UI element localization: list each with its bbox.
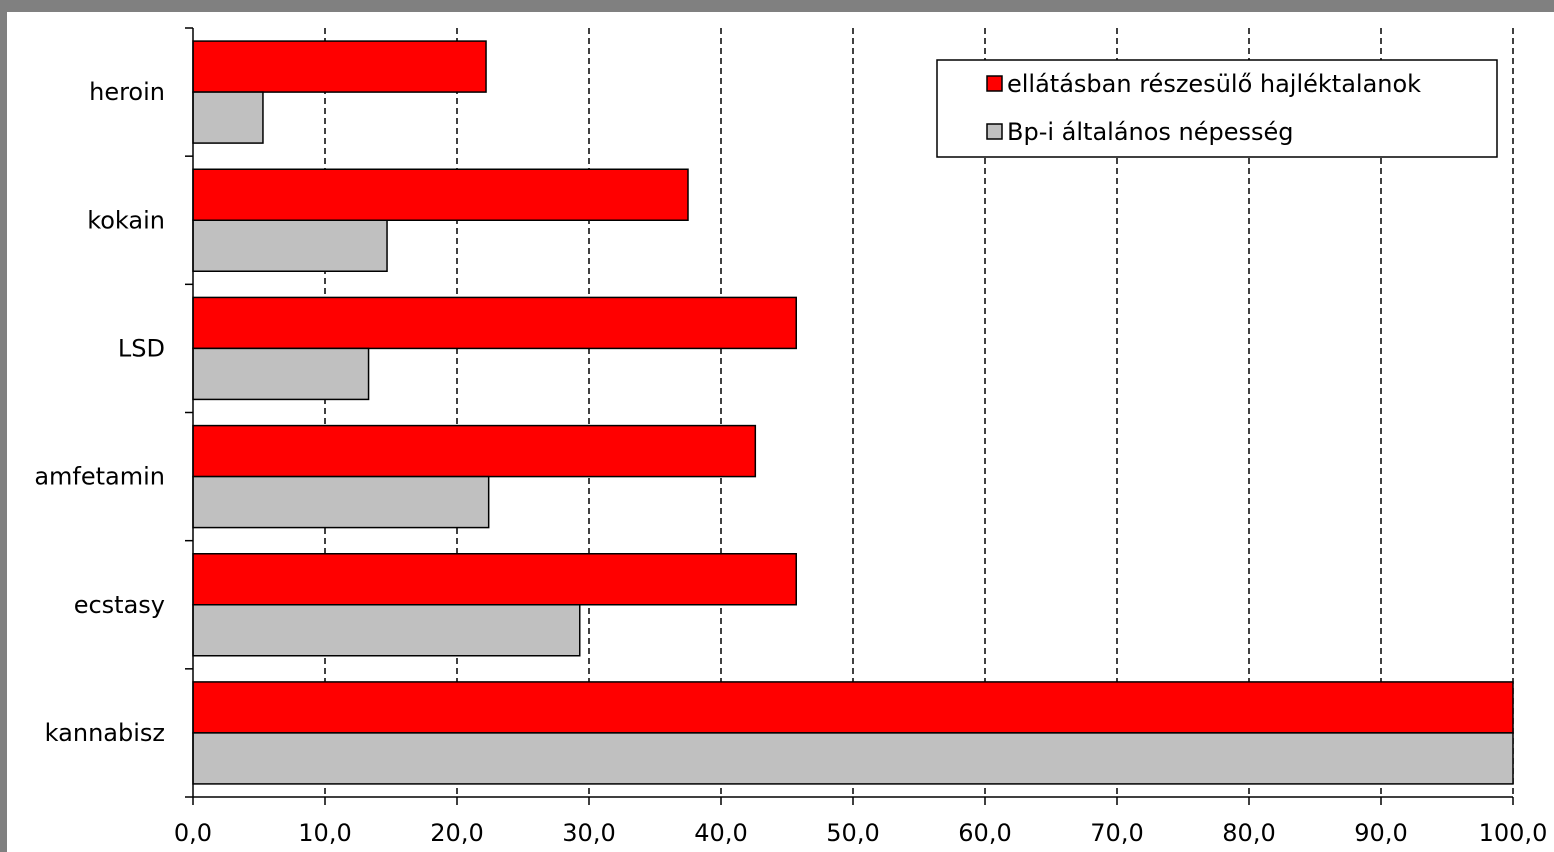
x-tick-label: 90,0 <box>1354 819 1407 847</box>
legend-swatch-0 <box>986 75 1003 92</box>
x-tick-label: 20,0 <box>430 819 483 847</box>
x-tick-label: 30,0 <box>562 819 615 847</box>
x-tick-labels: 0,0 10,0 20,0 30,0 40,0 50,0 60,0 70,0 80,0 90,0 1… <box>174 819 1547 847</box>
x-tick-label: 40,0 <box>694 819 747 847</box>
x-tick-label: 80,0 <box>1222 819 1275 847</box>
bar-general-LSD <box>192 347 370 401</box>
category-labels: heroin kokain LSD amfetamin ecstasy kannabisz <box>34 78 165 747</box>
category-label-amfetamin: amfetamin <box>34 463 165 491</box>
bar-general-kokain <box>192 219 388 272</box>
x-tick-label: 50,0 <box>826 819 879 847</box>
bar-homeless-kokain <box>192 168 689 221</box>
gridlines <box>324 28 1514 797</box>
x-tick-label: 0,0 <box>174 819 212 847</box>
bar-general-amfetamin <box>192 475 490 529</box>
x-tick-label: 100,0 <box>1479 819 1548 847</box>
category-label-kannabisz: kannabisz <box>45 719 165 747</box>
bar-general-heroin <box>192 91 264 144</box>
bar-general-ecstasy <box>192 604 581 657</box>
bar-homeless-heroin <box>192 40 487 93</box>
bar-general-kannabisz <box>192 732 1514 785</box>
bar-chart: heroin kokain LSD amfetamin ecstasy kannabisz… <box>34 27 1547 847</box>
legend: ellátásban részesülő hajléktalanok Bp-i á… <box>936 59 1498 158</box>
x-tick-label: 70,0 <box>1090 819 1143 847</box>
legend-label-1: Bp-i általános népesség <box>1007 118 1294 146</box>
bar-homeless-amfetamin <box>192 424 757 478</box>
bar-homeless-ecstasy <box>192 553 797 606</box>
bar-homeless-kannabisz <box>192 681 1514 734</box>
x-tick-label: 60,0 <box>958 819 1011 847</box>
category-label-ecstasy: ecstasy <box>74 591 165 619</box>
bar-homeless-LSD <box>192 296 797 350</box>
legend-label-0: ellátásban részesülő hajléktalanok <box>1007 70 1421 98</box>
axes <box>185 27 1514 805</box>
legend-box <box>936 59 1498 158</box>
category-label-heroin: heroin <box>89 78 165 106</box>
category-label-kokain: kokain <box>87 206 165 234</box>
category-label-LSD: LSD <box>118 334 165 362</box>
legend-swatch-1 <box>986 123 1003 140</box>
chart-frame: heroin kokain LSD amfetamin ecstasy kannabisz… <box>7 12 1554 852</box>
x-tick-label: 10,0 <box>298 819 351 847</box>
